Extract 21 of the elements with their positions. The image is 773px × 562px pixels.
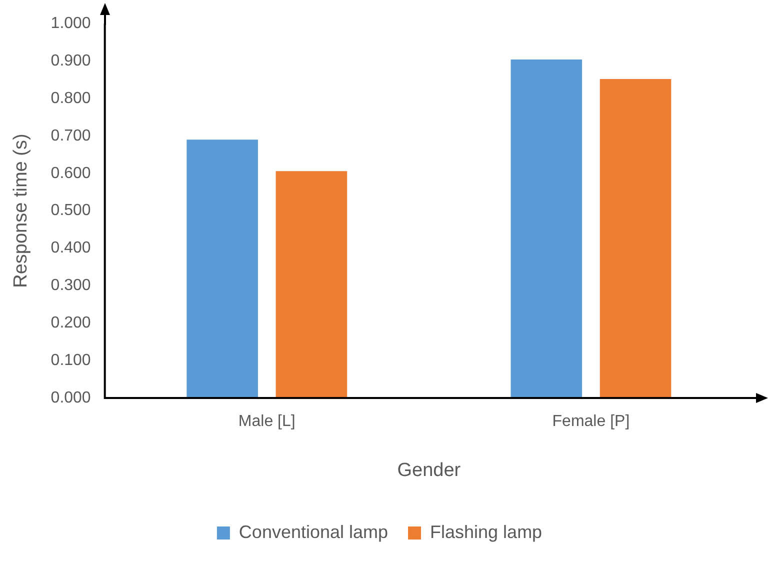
y-tick-label: 1.000 [50, 15, 91, 32]
bar [600, 79, 672, 398]
y-tick-label: 0.000 [50, 389, 91, 406]
y-tick-label: 0.900 [50, 52, 91, 70]
y-axis-title: Response time (s) [10, 134, 32, 288]
y-tick-label: 0.700 [50, 127, 91, 144]
y-tick-label: 0.500 [50, 202, 91, 220]
x-tick-label: Male [L] [238, 413, 296, 430]
x-tick-label: Female [P] [552, 413, 630, 430]
y-tick-label: 0.200 [50, 314, 91, 332]
bar [510, 60, 582, 398]
legend-label: Conventional lamp [238, 522, 388, 542]
y-tick-label: 0.300 [50, 277, 91, 294]
bar [276, 171, 348, 398]
y-tick-label: 0.100 [50, 352, 91, 369]
y-tick-label: 0.400 [50, 240, 91, 257]
y-tick-label: 0.800 [50, 90, 91, 107]
x-axis-title: Gender [397, 460, 462, 481]
bar [186, 140, 258, 398]
legend-label: Flashing lamp [430, 522, 542, 542]
y-tick-label: 0.600 [50, 164, 91, 182]
